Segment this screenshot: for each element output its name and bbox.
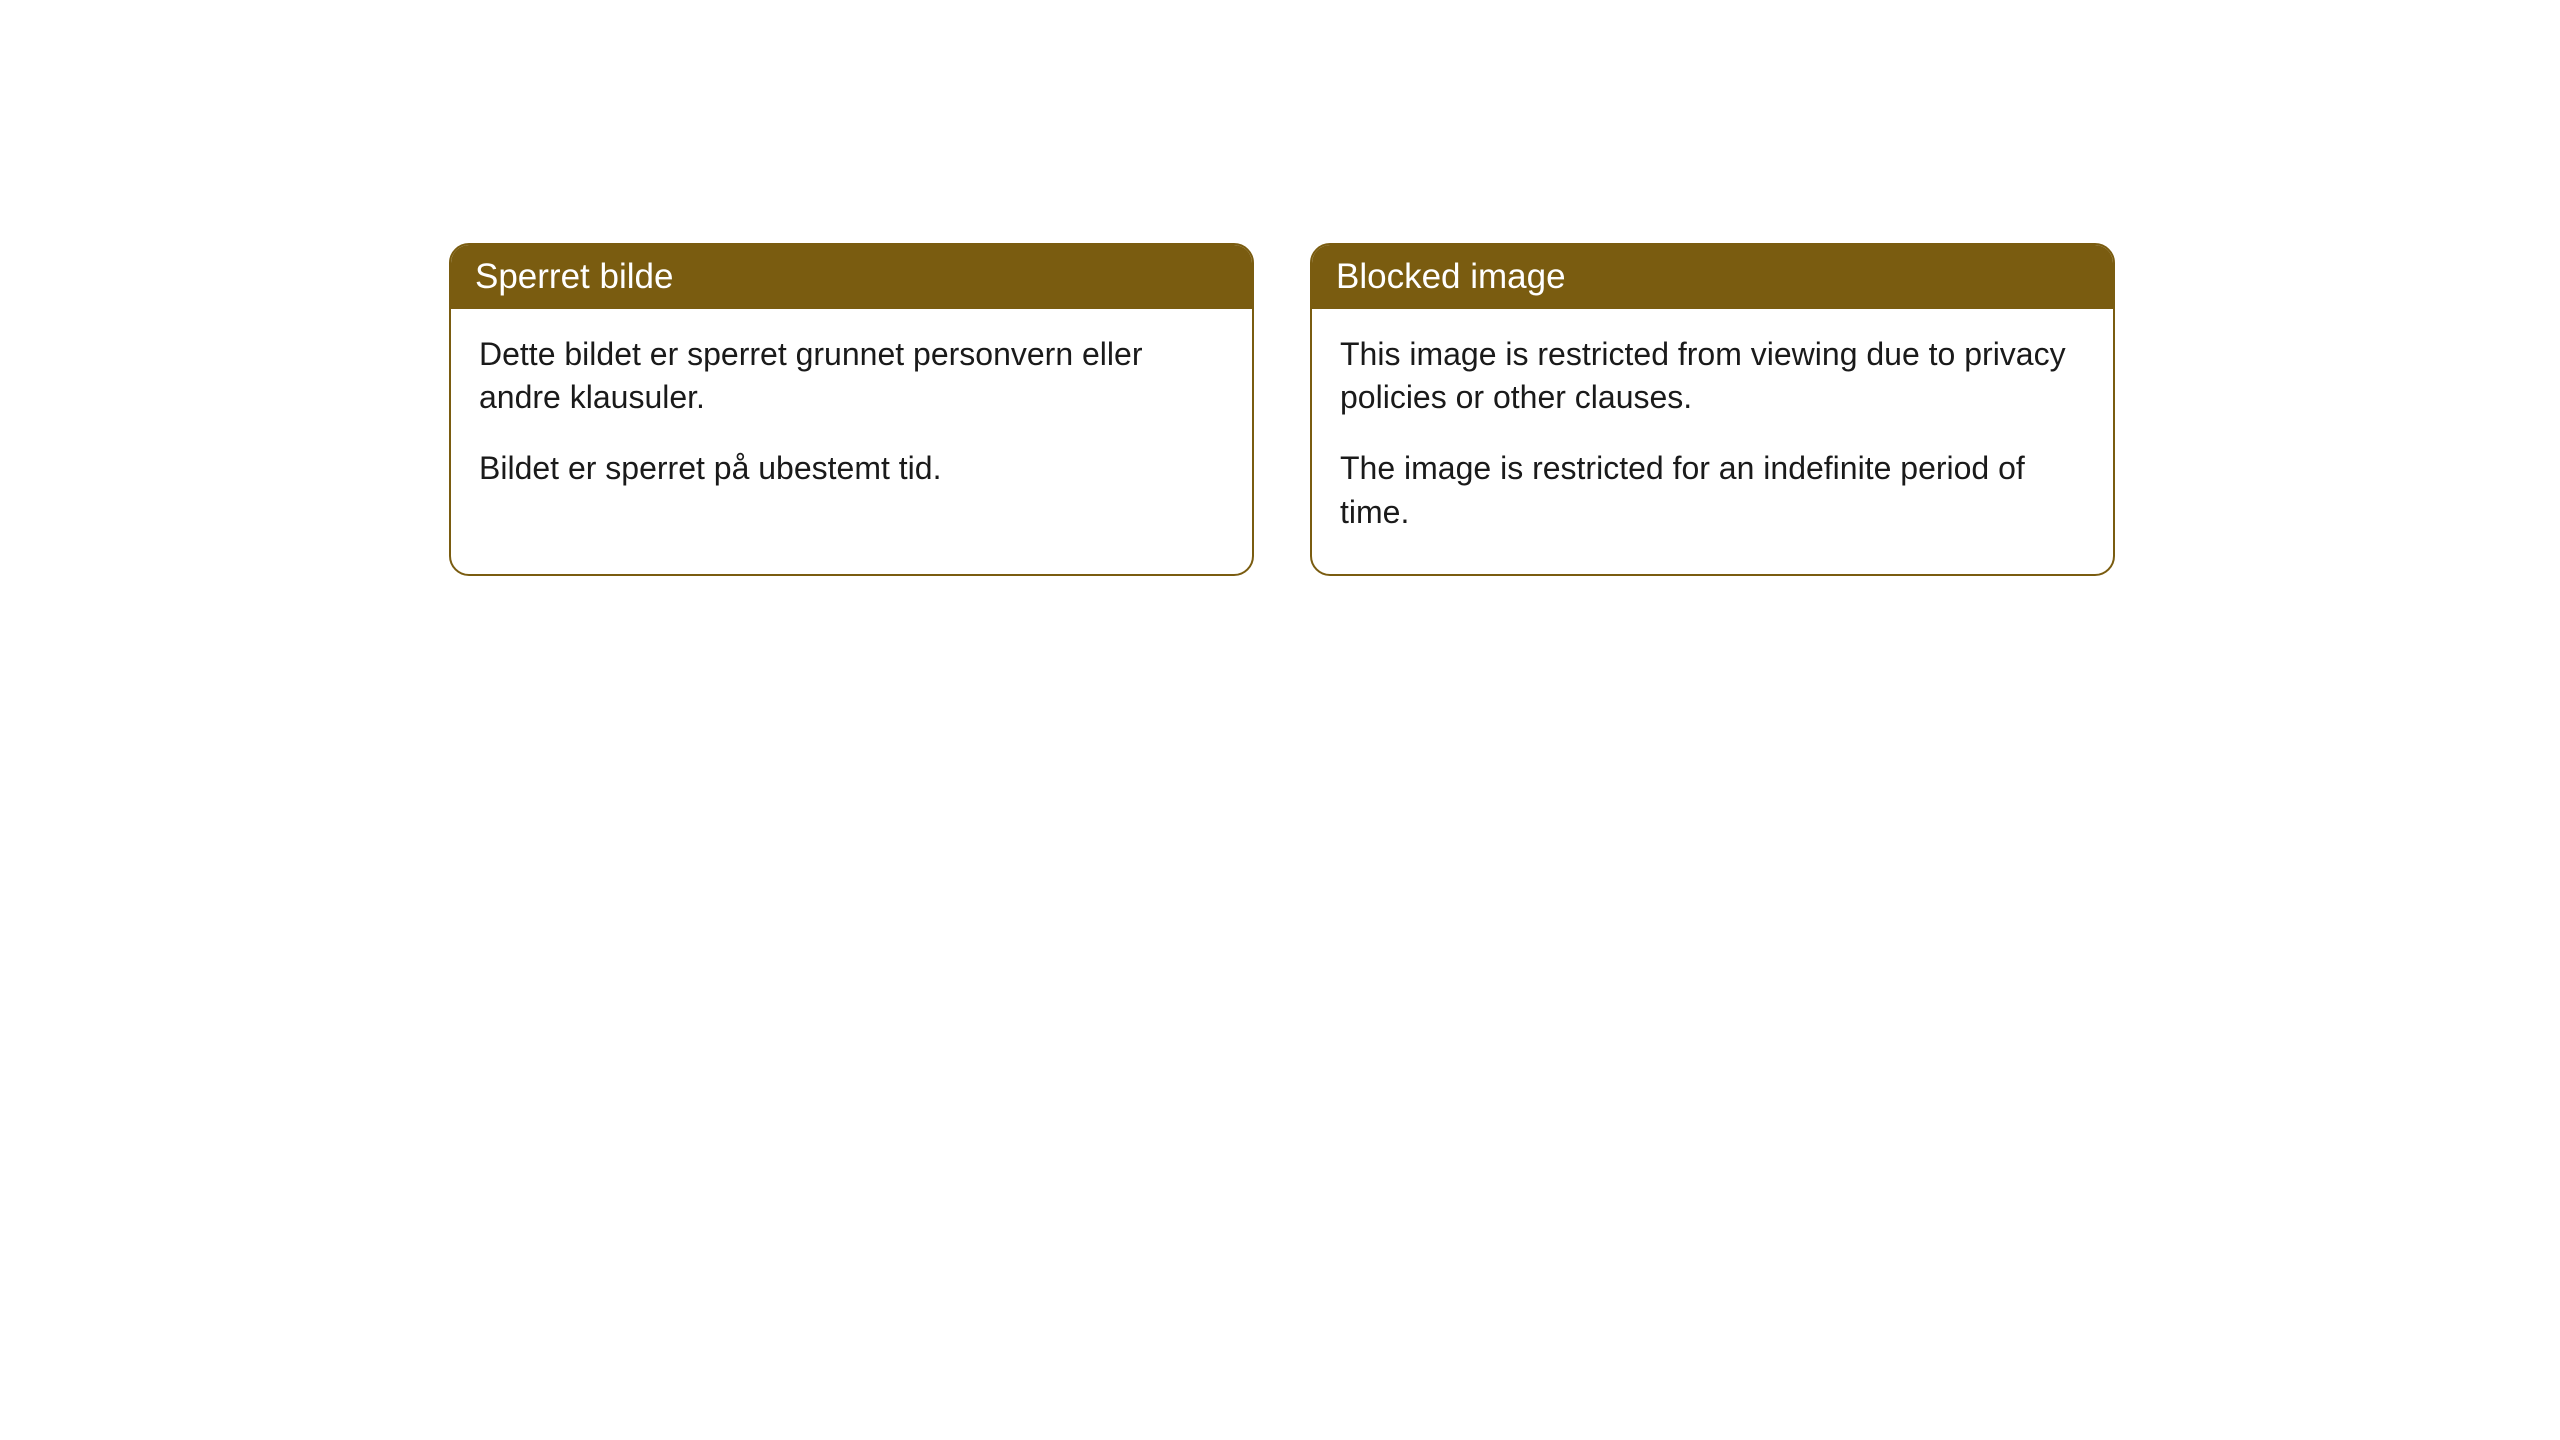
cards-container: Sperret bilde Dette bildet er sperret gr… [449,243,2115,576]
card-title-en: Blocked image [1336,257,1566,296]
card-title-no: Sperret bilde [475,257,673,296]
blocked-image-card-en: Blocked image This image is restricted f… [1310,243,2115,576]
card-body-no: Dette bildet er sperret grunnet personve… [451,309,1252,531]
blocked-image-card-no: Sperret bilde Dette bildet er sperret gr… [449,243,1254,576]
card-header-en: Blocked image [1312,245,2113,309]
card-para1-no: Dette bildet er sperret grunnet personve… [479,333,1224,419]
card-para1-en: This image is restricted from viewing du… [1340,333,2085,419]
card-para2-en: The image is restricted for an indefinit… [1340,447,2085,533]
card-para2-no: Bildet er sperret på ubestemt tid. [479,447,1224,490]
card-header-no: Sperret bilde [451,245,1252,309]
card-body-en: This image is restricted from viewing du… [1312,309,2113,574]
